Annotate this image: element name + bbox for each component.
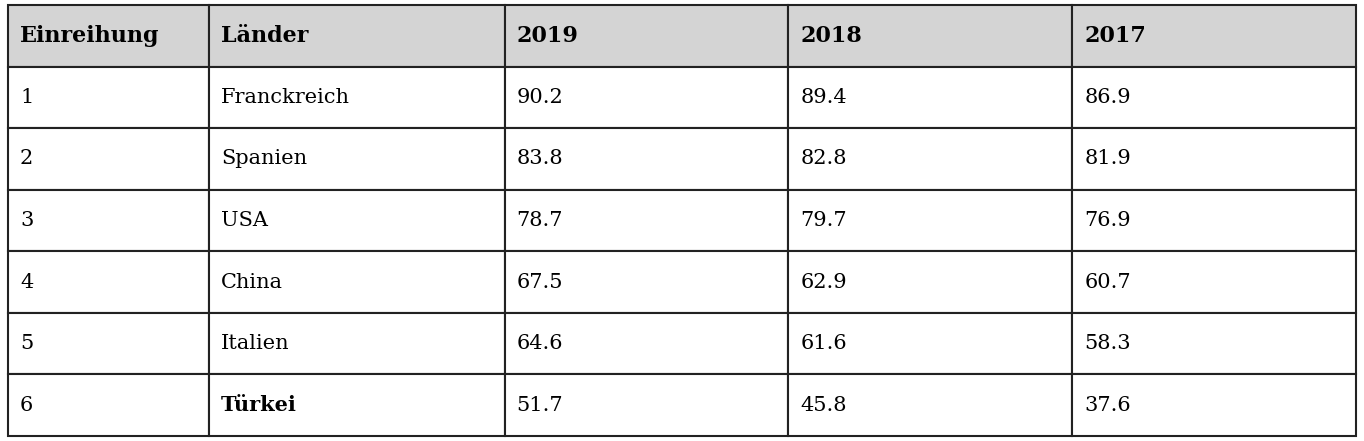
Bar — [1072, 251, 1356, 313]
Text: 64.6: 64.6 — [517, 334, 563, 353]
Text: 3: 3 — [20, 211, 33, 230]
Bar — [505, 190, 788, 251]
Bar — [1072, 5, 1356, 67]
Bar — [1072, 374, 1356, 436]
Text: 76.9: 76.9 — [1084, 211, 1131, 230]
Text: 4: 4 — [20, 273, 33, 292]
Text: Einreihung: Einreihung — [20, 25, 160, 47]
Text: 89.4: 89.4 — [801, 88, 847, 107]
Text: Spanien: Spanien — [221, 149, 307, 168]
Bar — [505, 128, 788, 190]
Bar — [8, 313, 209, 374]
Bar — [1072, 313, 1356, 374]
Bar — [209, 374, 505, 436]
Bar — [209, 190, 505, 251]
Bar — [209, 67, 505, 128]
Bar — [788, 190, 1072, 251]
Bar — [788, 128, 1072, 190]
Text: 45.8: 45.8 — [801, 396, 847, 415]
Bar — [8, 128, 209, 190]
Bar — [8, 5, 209, 67]
Bar — [788, 251, 1072, 313]
Bar — [505, 313, 788, 374]
Text: 60.7: 60.7 — [1084, 273, 1131, 292]
Bar — [788, 374, 1072, 436]
Bar — [8, 251, 209, 313]
Text: 83.8: 83.8 — [517, 149, 563, 168]
Bar — [209, 251, 505, 313]
Bar — [209, 313, 505, 374]
Text: 86.9: 86.9 — [1084, 88, 1131, 107]
Bar — [1072, 128, 1356, 190]
Text: China: China — [221, 273, 282, 292]
Text: 1: 1 — [20, 88, 33, 107]
Text: Länder: Länder — [221, 25, 308, 47]
Bar — [1072, 190, 1356, 251]
Text: Türkei: Türkei — [221, 395, 297, 415]
Text: 62.9: 62.9 — [801, 273, 847, 292]
Text: 5: 5 — [20, 334, 33, 353]
Bar — [788, 67, 1072, 128]
Bar — [788, 313, 1072, 374]
Text: 61.6: 61.6 — [801, 334, 847, 353]
Text: 79.7: 79.7 — [801, 211, 847, 230]
Text: 2019: 2019 — [517, 25, 578, 47]
Bar — [1072, 67, 1356, 128]
Bar — [505, 5, 788, 67]
Bar — [209, 128, 505, 190]
Text: 67.5: 67.5 — [517, 273, 563, 292]
Text: 82.8: 82.8 — [801, 149, 847, 168]
Bar — [505, 67, 788, 128]
Text: 2017: 2017 — [1084, 25, 1146, 47]
Text: 37.6: 37.6 — [1084, 396, 1131, 415]
Bar — [505, 251, 788, 313]
Bar — [209, 5, 505, 67]
Bar — [788, 5, 1072, 67]
Text: 6: 6 — [20, 396, 33, 415]
Text: USA: USA — [221, 211, 267, 230]
Bar — [8, 374, 209, 436]
Text: 51.7: 51.7 — [517, 396, 563, 415]
Text: Italien: Italien — [221, 334, 289, 353]
Bar — [505, 374, 788, 436]
Text: 58.3: 58.3 — [1084, 334, 1131, 353]
Text: 2: 2 — [20, 149, 33, 168]
Text: 78.7: 78.7 — [517, 211, 563, 230]
Text: 81.9: 81.9 — [1084, 149, 1131, 168]
Text: 90.2: 90.2 — [517, 88, 563, 107]
Bar — [8, 190, 209, 251]
Text: 2018: 2018 — [801, 25, 862, 47]
Bar — [8, 67, 209, 128]
Text: Franckreich: Franckreich — [221, 88, 351, 107]
